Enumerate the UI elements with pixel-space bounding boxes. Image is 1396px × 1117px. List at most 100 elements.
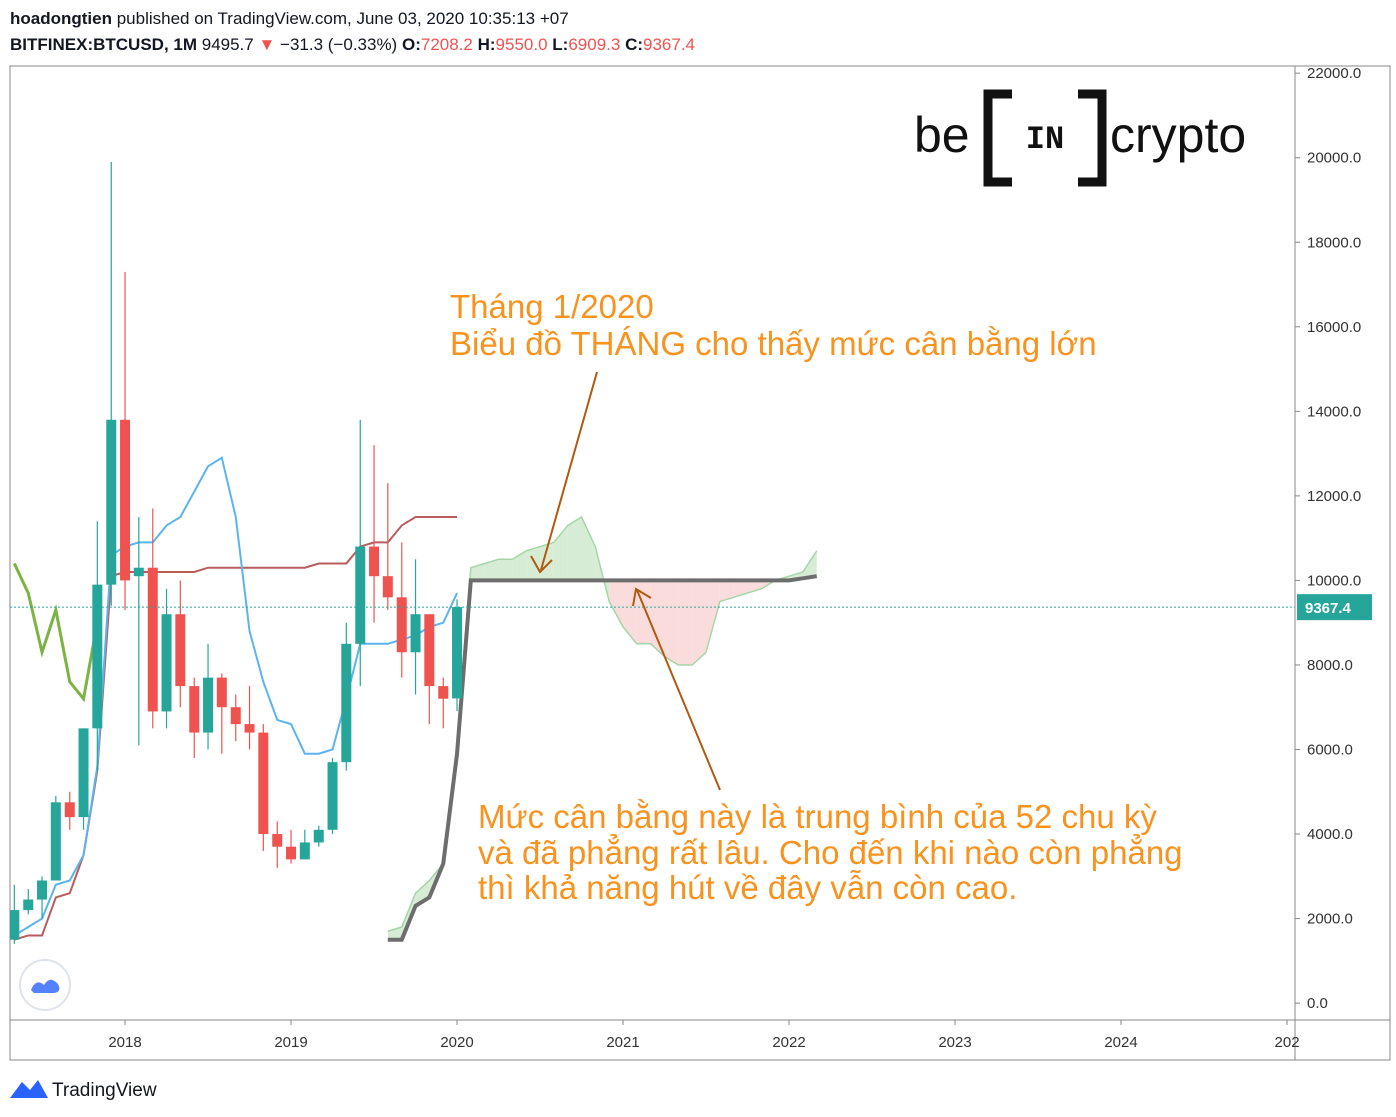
cloud [719, 580, 734, 602]
last-price-box [1297, 594, 1372, 621]
frame [9, 65, 1391, 1061]
senkou_b-line [387, 574, 818, 942]
candle-body [396, 597, 407, 653]
candle-body [216, 677, 227, 708]
icon-cloud [31, 979, 60, 993]
x-tick-label: 2018 [108, 1034, 141, 1051]
candle-body [120, 419, 131, 581]
candle-body [299, 842, 310, 860]
annotation: Mức cân bằng này là trung bình của 52 ch… [478, 798, 1157, 835]
footer-icon [10, 1080, 48, 1098]
annotation: Biểu đồ THÁNG cho thấy mức cân bằng lớn [450, 325, 1097, 362]
logo: be IN crypto [914, 89, 1246, 187]
tenkan-line [13, 456, 458, 937]
candle-body [175, 614, 186, 687]
cloud [692, 580, 707, 665]
x-tick-label: 2023 [938, 1034, 971, 1051]
watermark-icon [19, 959, 71, 1011]
header-line-1: hoadongtien published on TradingView.com… [10, 6, 695, 32]
arrow [540, 371, 598, 571]
candle-body [424, 614, 435, 687]
cloud [498, 559, 513, 581]
cloud [470, 563, 485, 581]
y-tick-label: 6000.0 [1307, 741, 1353, 758]
ohlc: O:7208.2 H:9550.0 L:6909.3 C:9367.4 [402, 35, 695, 54]
ohlc-label: H: [477, 35, 496, 54]
arrow: ▼ [258, 35, 276, 54]
axes: 0.0 2000.0 4000.0 6000.0 8000.0 10000.0 12000.… [108, 65, 1372, 1051]
arrow-head [530, 555, 553, 574]
logo-left: be [914, 107, 970, 163]
x-tick-label: 202 [1275, 1034, 1300, 1051]
candle-body [203, 677, 214, 733]
candle-body [147, 567, 158, 712]
y-tick-label: 12000.0 [1307, 488, 1361, 505]
candle-body [286, 846, 297, 860]
candle-body [341, 643, 352, 763]
x-tick-label: 2020 [440, 1034, 473, 1051]
y-tick-label: 4000.0 [1307, 826, 1353, 843]
cloud [706, 580, 720, 653]
x-tick-label: 2022 [772, 1034, 805, 1051]
cloud [733, 580, 748, 598]
annotation: và đã phẳng rất lâu. Cho đến khi nào còn… [478, 834, 1183, 871]
y-tick-label: 22000.0 [1307, 65, 1361, 82]
header-line-2: BITFINEX:BTCUSD, 1M 9495.7 ▼ −31.3 (−0.3… [10, 32, 695, 58]
cloud [415, 880, 430, 906]
arrows [530, 371, 721, 791]
footer: TradingView [52, 1080, 157, 1101]
ohlc-value: 9367.4 [643, 35, 696, 54]
y-tick-label: 10000.0 [1307, 572, 1361, 589]
candle-body [50, 802, 61, 881]
candle-body [230, 707, 241, 725]
ohlc-label: C: [625, 35, 644, 54]
candle-body [92, 584, 103, 729]
cloud [581, 517, 596, 581]
candle-body [23, 899, 34, 911]
cloud [526, 546, 541, 581]
y-tick-label: 14000.0 [1307, 403, 1361, 420]
change: −31.3 (−0.33%) [280, 35, 398, 54]
chikou-line [12, 562, 99, 703]
candle-body [382, 576, 393, 598]
candle-body [258, 732, 269, 835]
cloud [623, 580, 637, 644]
y-tick-label: 18000.0 [1307, 234, 1361, 251]
user: hoadongtien [10, 9, 112, 28]
last-price-label: 9367.4 [1305, 600, 1352, 617]
candle-body [244, 724, 255, 733]
y-tick-label: 16000.0 [1307, 319, 1361, 336]
cloud [540, 542, 554, 581]
ohlc-value: 7208.2 [420, 35, 473, 54]
candle-body [327, 762, 338, 830]
candle-body [452, 607, 463, 699]
candle-body [438, 686, 449, 699]
logo-right: crypto [1110, 107, 1246, 163]
cloud [678, 580, 693, 665]
x-tick-label: 2024 [1104, 1034, 1137, 1051]
arrow [636, 589, 721, 791]
annotation: thì khả năng hút về đây vẫn còn cao. [478, 869, 1017, 906]
candle-body [313, 829, 324, 843]
y-tick-label: 0.0 [1307, 995, 1328, 1012]
symbol: BITFINEX:BTCUSD, 1M [10, 35, 197, 54]
plot [10, 161, 1295, 944]
candle-body [106, 419, 117, 585]
ohlc-label: L: [552, 35, 569, 54]
header: hoadongtien published on TradingView.com… [10, 6, 695, 58]
ohlc-value: 9550.0 [495, 35, 548, 54]
logo-bracket [983, 89, 1012, 187]
candle-body [272, 834, 283, 847]
y-tick-label: 2000.0 [1307, 911, 1353, 928]
candle-body [10, 910, 20, 940]
candle-body [161, 614, 172, 712]
price: 9495.7 [201, 35, 254, 54]
y-tick-label: 20000.0 [1307, 150, 1361, 167]
cloud [484, 559, 499, 581]
cloud [802, 550, 817, 579]
x-tick-label: 2019 [274, 1034, 307, 1051]
candle-body [369, 546, 380, 577]
cloud [609, 580, 624, 627]
cloud [650, 580, 665, 657]
